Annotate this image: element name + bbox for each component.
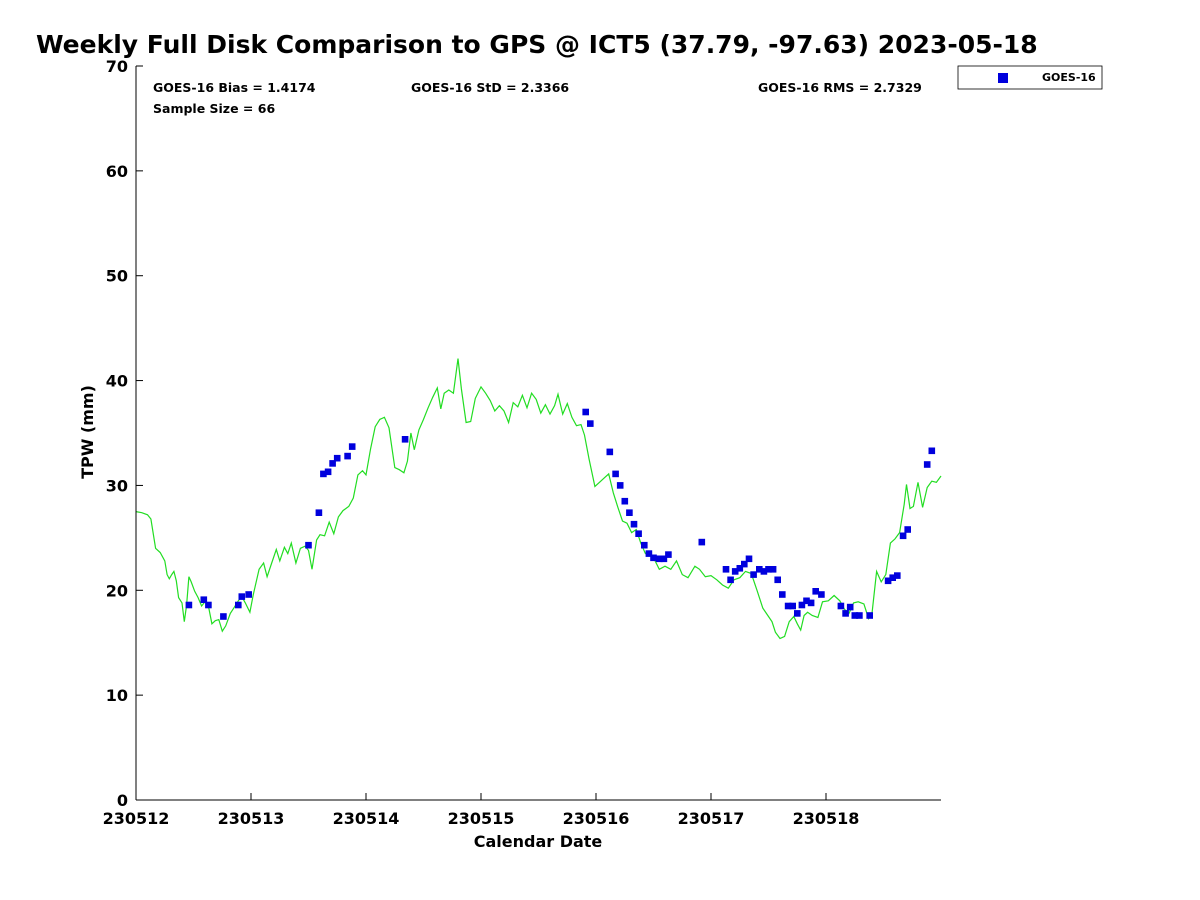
stat-bias: GOES-16 Bias = 1.4174 — [153, 80, 316, 95]
y-tick-label: 40 — [106, 372, 128, 391]
y-tick-label: 50 — [106, 267, 128, 286]
goes16-point — [587, 420, 594, 427]
goes16-point — [235, 601, 242, 609]
x-tick-label: 230515 — [448, 809, 515, 828]
y-axis-title: TPW (mm) — [78, 385, 97, 479]
goes16-point — [769, 566, 777, 573]
goes16-point — [344, 452, 351, 460]
goes16-point — [245, 591, 252, 598]
y-tick-label: 30 — [106, 476, 128, 495]
goes16-point — [899, 532, 907, 540]
stat-std: GOES-16 StD = 2.3366 — [411, 80, 569, 95]
goes16-point — [818, 591, 825, 598]
goes16-point — [238, 593, 246, 600]
goes16-point — [320, 470, 327, 478]
goes16-point — [621, 497, 629, 505]
goes16-point — [626, 509, 633, 516]
y-axis-ticks: 0 10 20 30 40 50 60 70 — [106, 57, 143, 810]
x-tick-label: 230513 — [218, 809, 285, 828]
goes16-point — [635, 530, 642, 537]
goes16-point — [348, 443, 356, 450]
goes16-point — [641, 541, 648, 549]
goes16-point — [856, 612, 863, 619]
x-tick-label: 230514 — [333, 809, 400, 828]
goes16-point — [889, 574, 896, 581]
goes16-point — [760, 568, 768, 575]
goes16-point — [333, 454, 341, 462]
y-tick-label: 0 — [117, 791, 128, 810]
y-tick-label: 10 — [106, 686, 128, 705]
goes16-point — [851, 612, 859, 619]
goes16-point — [660, 555, 668, 563]
goes16-point — [789, 602, 796, 610]
goes16-point — [884, 577, 892, 585]
goes16-point — [928, 447, 936, 455]
goes16-point — [750, 571, 757, 578]
legend-marker-goes16 — [998, 73, 1008, 83]
goes16-point — [401, 436, 409, 443]
goes16-point — [727, 576, 734, 584]
goes16-point — [220, 613, 227, 620]
x-tick-label: 230516 — [563, 809, 630, 828]
y-tick-label: 60 — [106, 162, 128, 181]
goes16-point — [923, 461, 931, 468]
goes16-point — [185, 601, 193, 609]
goes16-point — [904, 526, 911, 533]
legend: GOES-16 — [957, 65, 1103, 90]
goes16-point — [756, 566, 763, 573]
goes16-point — [722, 566, 730, 573]
goes16-point — [645, 550, 653, 557]
goes16-point — [807, 599, 815, 607]
goes16-point — [616, 482, 624, 489]
goes16-point — [305, 541, 312, 549]
goes16-point — [200, 596, 208, 603]
goes16-point — [894, 572, 901, 579]
goes16-point — [774, 576, 781, 584]
goes16-point — [731, 568, 739, 575]
goes16-series-layer — [185, 408, 936, 620]
x-tick-label: 230512 — [103, 809, 170, 828]
goes16-point — [630, 520, 638, 528]
goes16-point — [665, 551, 672, 558]
goes16-point — [842, 610, 849, 617]
goes16-point — [745, 555, 753, 563]
goes16-point — [794, 610, 801, 617]
goes16-point — [765, 566, 772, 573]
goes16-point — [656, 555, 663, 563]
goes16-point — [846, 603, 854, 611]
goes16-point — [582, 408, 589, 416]
goes16-point — [741, 560, 748, 568]
goes16-point — [612, 470, 619, 478]
x-tick-label: 230517 — [678, 809, 745, 828]
x-tick-label: 230518 — [793, 809, 860, 828]
goes16-point — [798, 601, 806, 609]
goes16-point — [650, 554, 657, 562]
chart-title: Weekly Full Disk Comparison to GPS @ ICT… — [36, 30, 1038, 59]
goes16-point — [837, 602, 845, 610]
goes16-point — [812, 588, 819, 595]
goes16-point — [324, 468, 332, 476]
goes16-point — [698, 538, 706, 546]
x-axis-ticks: 230512 230513 230514 230515 230516 230517 2305… — [103, 793, 860, 828]
goes16-point — [329, 460, 336, 467]
x-axis-title: Calendar Date — [474, 832, 603, 851]
goes16-point — [866, 612, 873, 619]
goes16-point — [784, 602, 792, 610]
goes16-point — [606, 448, 614, 456]
y-tick-label: 20 — [106, 581, 128, 600]
y-tick-label: 70 — [106, 57, 128, 76]
stat-rms: GOES-16 RMS = 2.7329 — [758, 80, 922, 95]
stat-sample-size: Sample Size = 66 — [153, 101, 275, 116]
goes16-point — [803, 597, 810, 605]
goes16-point — [779, 591, 786, 598]
goes16-point — [315, 509, 323, 516]
legend-box — [957, 65, 1103, 90]
goes16-point — [205, 601, 212, 609]
legend-label-goes16: GOES-16 — [1042, 71, 1096, 84]
goes16-point — [736, 565, 744, 572]
